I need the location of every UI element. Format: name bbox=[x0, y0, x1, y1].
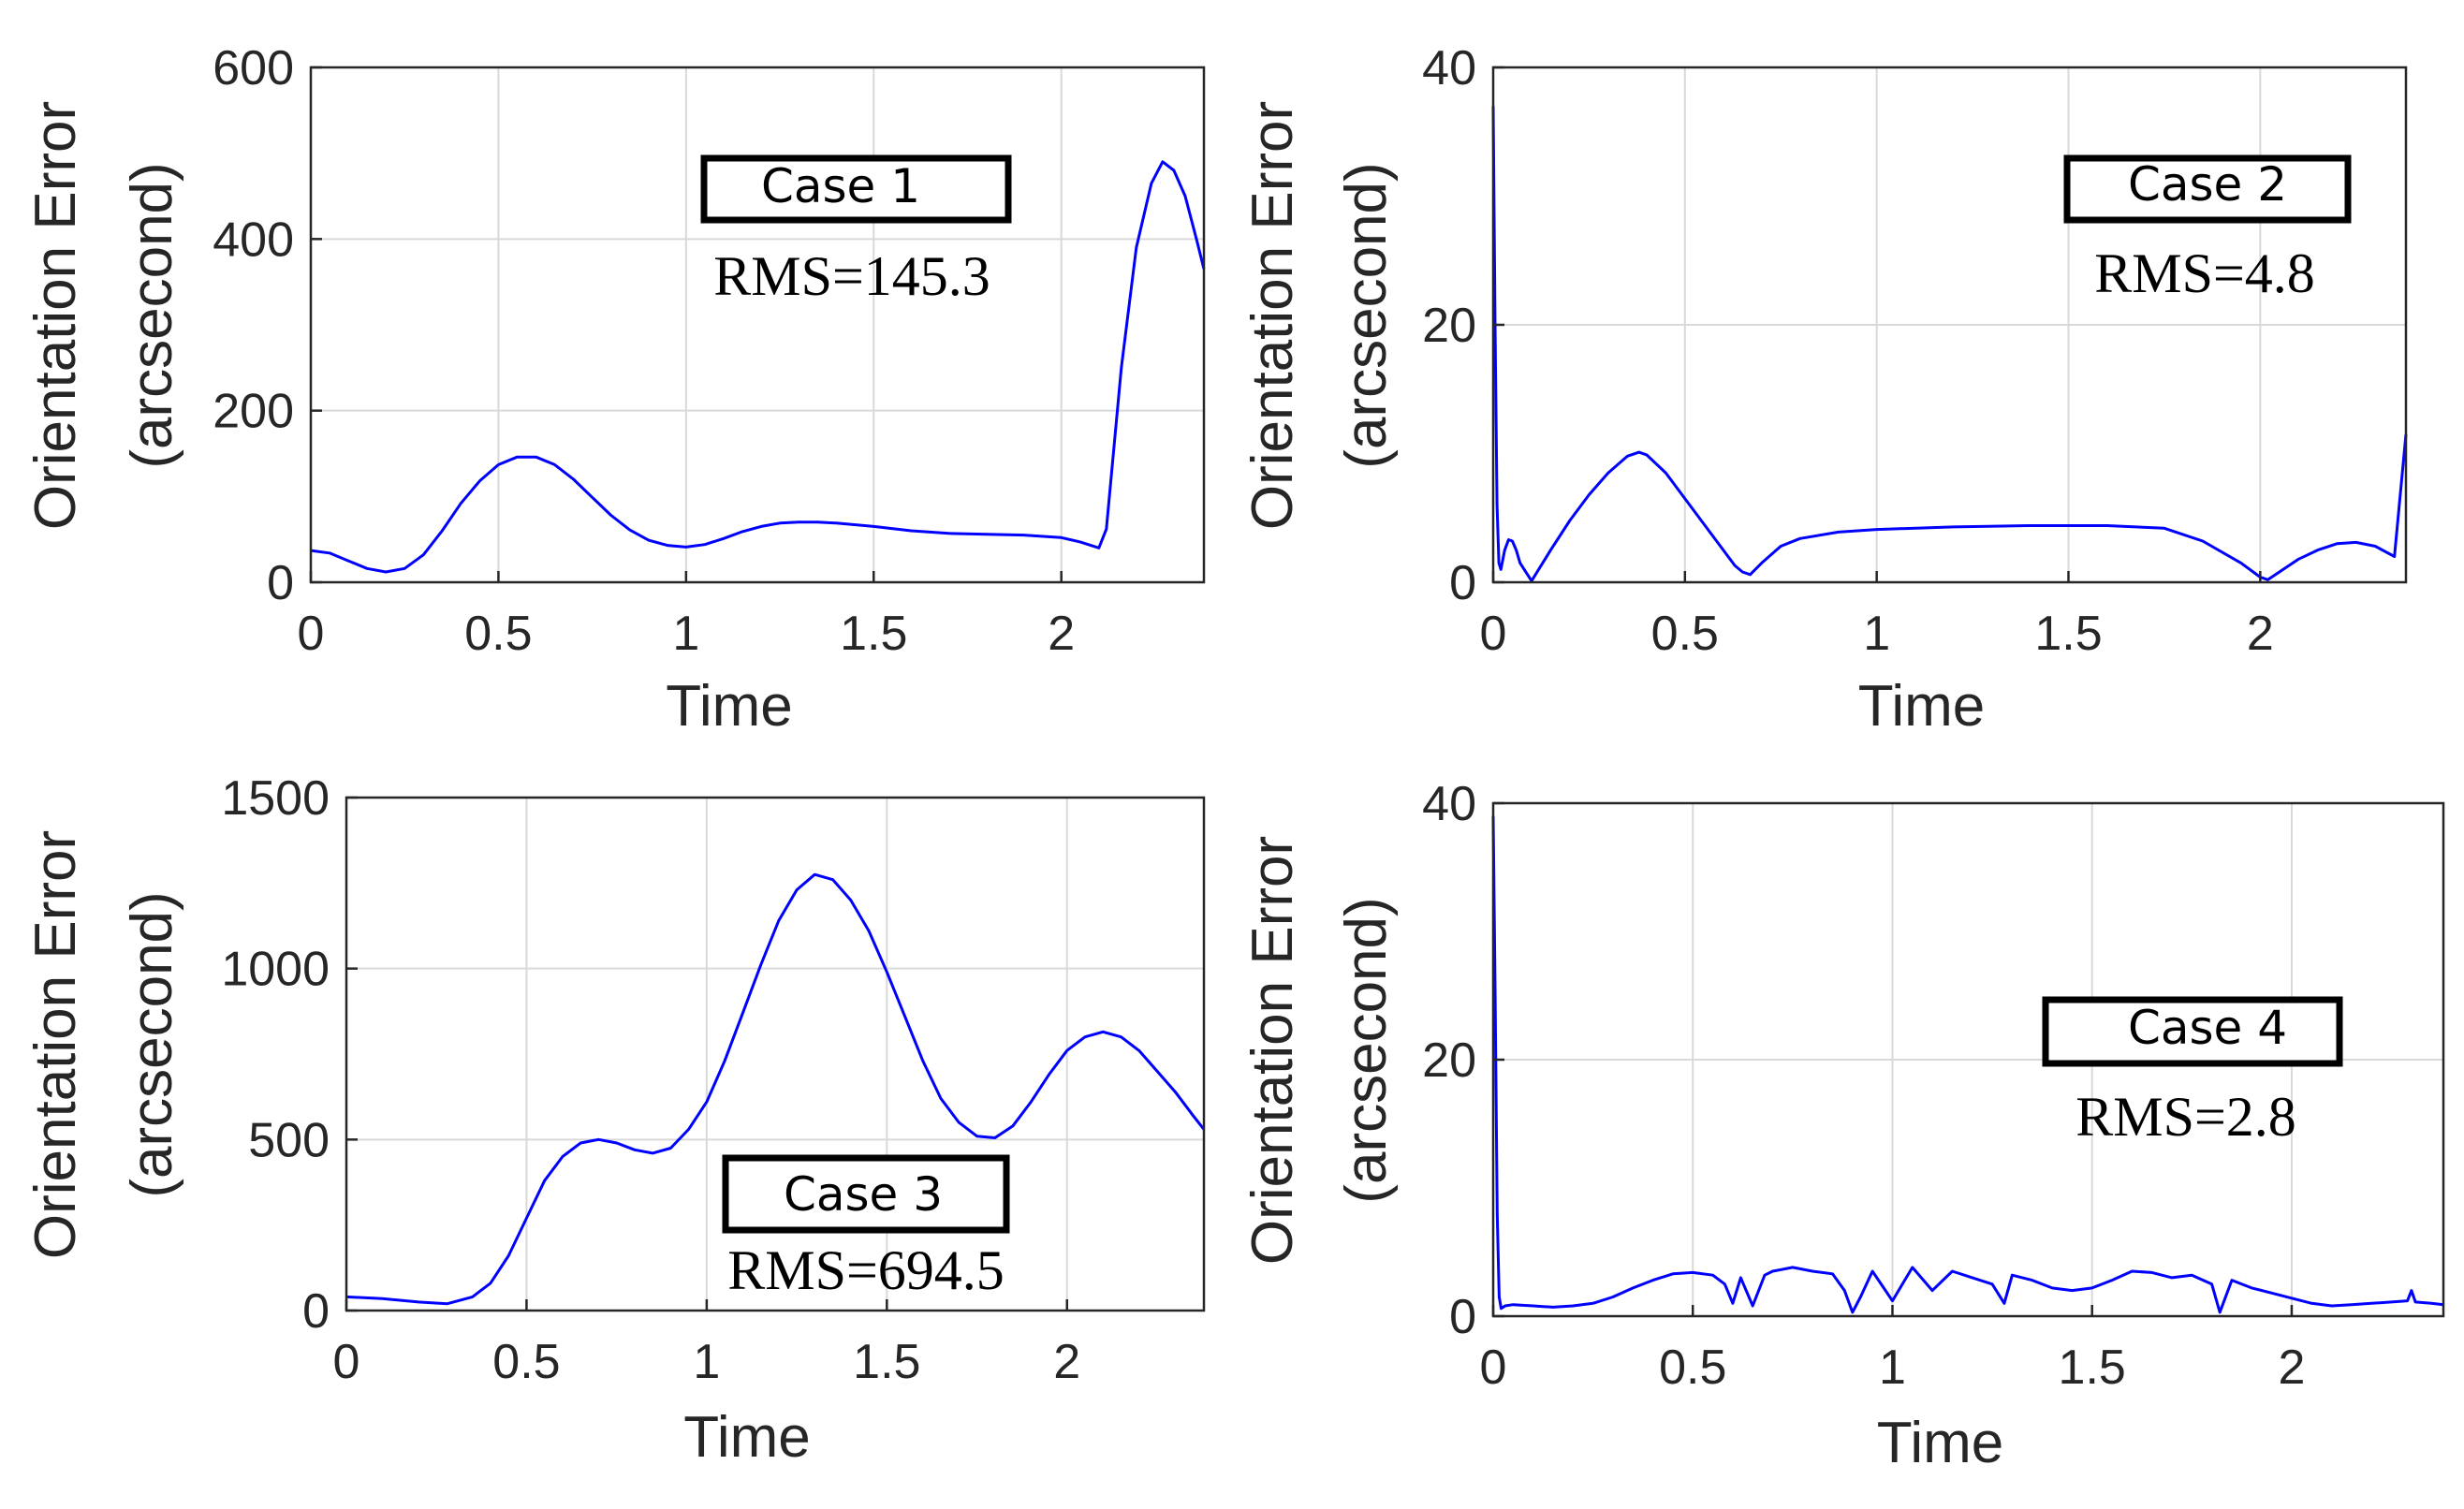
case-legend-box bbox=[722, 1154, 1010, 1234]
y-axis-label-unit: (arcsecond) bbox=[1334, 897, 1399, 1203]
y-axis-label: Orientation Error bbox=[23, 830, 88, 1259]
x-tick-label: 1.5 bbox=[853, 1335, 920, 1389]
y-tick-label: 600 bbox=[213, 41, 294, 95]
x-tick-label: 1 bbox=[1879, 1341, 1906, 1395]
y-tick-label: 20 bbox=[1422, 299, 1476, 353]
plot-area bbox=[346, 798, 1204, 1311]
case-legend-label: Case 2 bbox=[2128, 157, 2287, 212]
x-tick-label: 0 bbox=[1480, 1341, 1507, 1395]
x-axis-label: Time bbox=[666, 674, 792, 739]
y-tick-label: 0 bbox=[1449, 1290, 1476, 1344]
y-tick-label: 0 bbox=[1449, 556, 1476, 610]
x-tick-label: 1.5 bbox=[2034, 607, 2102, 661]
y-axis-label: Orientation Error bbox=[23, 101, 88, 530]
x-axis-label: Time bbox=[1858, 674, 1985, 739]
axes-frame bbox=[345, 796, 1206, 1312]
x-tick-label: 0 bbox=[298, 607, 325, 661]
rms-annotation: RMS=694.5 bbox=[727, 1239, 1005, 1301]
chart-case-1: 0 0.5 1 1.5 2 0 200 400 600 Time Orientation Error… bbox=[23, 41, 1206, 739]
y-tick-label: 400 bbox=[213, 212, 294, 267]
y-axis-label: Orientation Error bbox=[1240, 836, 1305, 1265]
y-tick-label: 40 bbox=[1422, 777, 1476, 831]
chart-case-3: 0 0.5 1 1.5 2 0 500 1000 1500 Time Orientation Err… bbox=[23, 771, 1206, 1470]
y-tick-label: 40 bbox=[1422, 41, 1476, 95]
series-line-case1 bbox=[310, 160, 1206, 574]
series-line-case4 bbox=[1491, 815, 2444, 1314]
x-tick-label: 0.5 bbox=[1659, 1341, 1726, 1395]
x-axis-label: Time bbox=[1877, 1411, 2003, 1475]
case-legend-box bbox=[700, 154, 1012, 224]
y-tick-label: 20 bbox=[1422, 1033, 1476, 1088]
rms-annotation: RMS=4.8 bbox=[2094, 242, 2315, 304]
y-axis-label-unit: (arcsecond) bbox=[120, 891, 184, 1197]
x-tick-label: 1 bbox=[1863, 607, 1890, 661]
x-tick-label: 0.5 bbox=[464, 607, 532, 661]
x-tick-label: 0.5 bbox=[1651, 607, 1719, 661]
case-legend-box bbox=[2042, 996, 2343, 1067]
case-legend-box bbox=[2063, 154, 2352, 224]
x-tick-label: 2 bbox=[2278, 1341, 2305, 1395]
x-tick-label: 2 bbox=[1048, 607, 1075, 661]
y-tick-label: 1500 bbox=[221, 771, 330, 826]
series-line-case3 bbox=[345, 872, 1206, 1306]
y-tick-label: 1000 bbox=[221, 943, 330, 997]
axes-frame bbox=[309, 66, 1206, 584]
x-axis-label: Time bbox=[683, 1405, 810, 1470]
rms-annotation: RMS=2.8 bbox=[2075, 1086, 2296, 1148]
x-tick-label: 1 bbox=[693, 1335, 720, 1389]
x-tick-label: 1.5 bbox=[840, 607, 907, 661]
x-tick-label: 2 bbox=[2247, 607, 2274, 661]
plot-area bbox=[311, 67, 1204, 582]
rms-annotation: RMS=145.3 bbox=[713, 245, 990, 307]
y-axis-label-unit: (arcsecond) bbox=[1334, 162, 1399, 468]
series-line-case2 bbox=[1491, 106, 2408, 583]
case-legend-label: Case 4 bbox=[2128, 1001, 2287, 1055]
x-tick-label: 0 bbox=[333, 1335, 360, 1389]
x-tick-label: 1 bbox=[672, 607, 699, 661]
y-axis-label-unit: (arcsecond) bbox=[120, 162, 184, 468]
case-legend-label: Case 3 bbox=[784, 1167, 943, 1222]
x-tick-label: 2 bbox=[1053, 1335, 1080, 1389]
y-tick-label: 0 bbox=[302, 1284, 330, 1339]
x-tick-label: 1.5 bbox=[2059, 1341, 2126, 1395]
y-axis-label: Orientation Error bbox=[1240, 101, 1305, 530]
x-tick-label: 0 bbox=[1480, 607, 1507, 661]
y-tick-label: 500 bbox=[248, 1113, 330, 1167]
y-tick-label: 0 bbox=[267, 556, 294, 610]
x-tick-label: 0.5 bbox=[492, 1335, 560, 1389]
case-legend-label: Case 1 bbox=[761, 159, 920, 213]
y-tick-label: 200 bbox=[213, 385, 294, 439]
